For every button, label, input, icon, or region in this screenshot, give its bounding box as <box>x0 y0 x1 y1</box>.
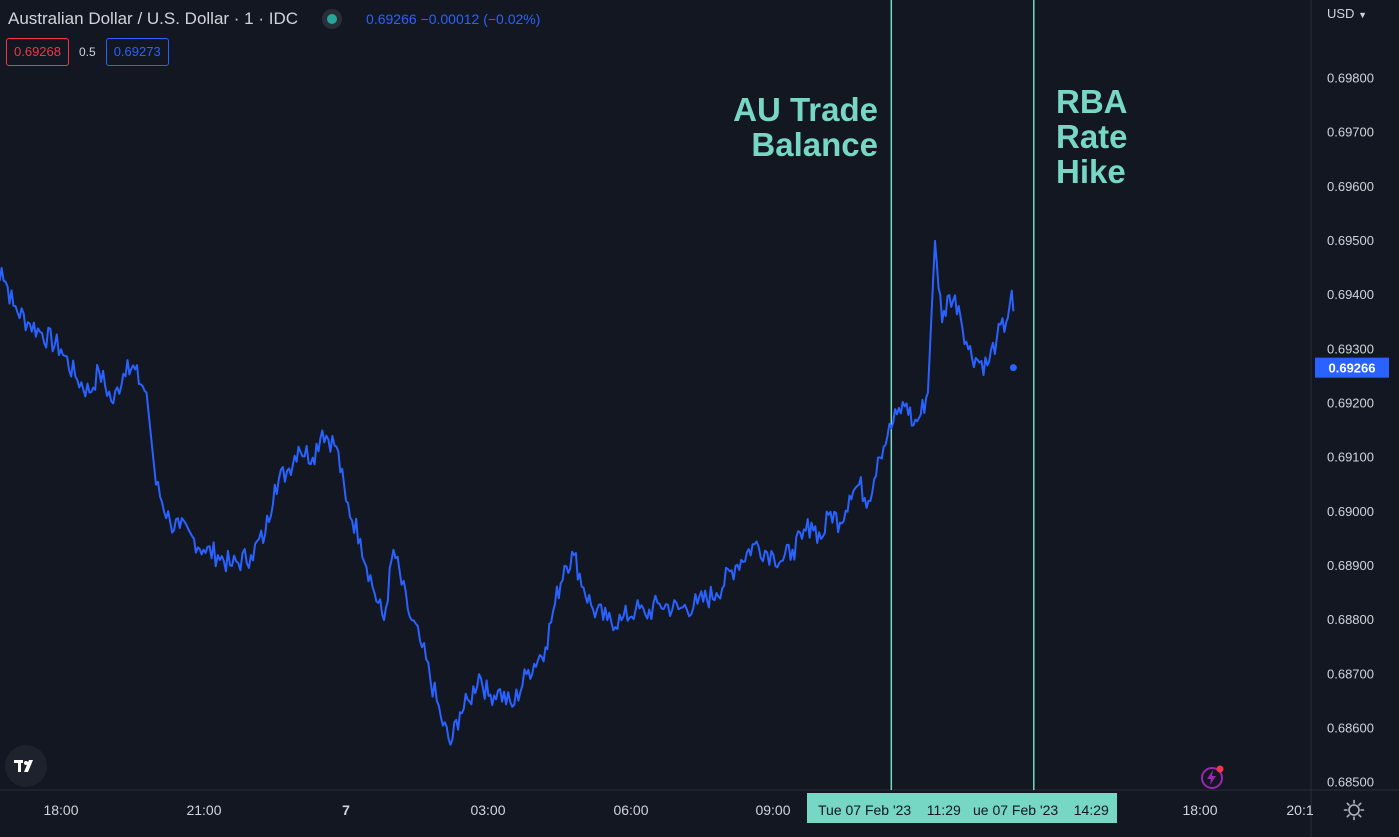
x-tick-label: 03:00 <box>470 802 505 818</box>
price-change: 0.69266 −0.00012 (−0.02%) <box>366 11 541 27</box>
quote-row: 0.69268 0.5 0.69273 <box>6 38 169 66</box>
event-label-line: Hike <box>1056 153 1126 190</box>
event-label-line: Balance <box>751 126 878 163</box>
y-tick-label: 0.69700 <box>1327 125 1374 140</box>
x-tick-label: 09:00 <box>755 802 790 818</box>
y-tick-label: 0.69800 <box>1327 70 1374 85</box>
x-tick-label: 18:00 <box>43 802 78 818</box>
crosshair-time-label: Tue 07 Feb '23 11:29 <box>818 802 961 818</box>
y-tick-label: 0.69000 <box>1327 504 1374 519</box>
y-tick-label: 0.69400 <box>1327 287 1374 302</box>
y-tick-label: 0.69100 <box>1327 450 1374 465</box>
crosshair-time-badge <box>962 793 1117 823</box>
y-tick-label: 0.68900 <box>1327 558 1374 573</box>
y-tick-label: 0.69300 <box>1327 341 1374 356</box>
chevron-down-icon: ▼ <box>1358 10 1367 20</box>
x-tick-label: 18:00 <box>1182 802 1217 818</box>
y-tick-label: 0.68500 <box>1327 775 1374 790</box>
currency-label: USD <box>1327 6 1355 21</box>
last-price-dot <box>1009 364 1017 372</box>
symbol-title[interactable]: Australian Dollar / U.S. Dollar · 1 · ID… <box>8 9 299 28</box>
event-label-rba-rate-hike: RBA Rate Hike <box>1056 84 1128 189</box>
last-price-badge <box>1315 357 1389 378</box>
y-tick-label: 0.69200 <box>1327 395 1374 410</box>
crosshair-time-badge <box>807 793 970 823</box>
sell-price-button[interactable]: 0.69268 <box>6 38 69 66</box>
y-tick-label: 0.68700 <box>1327 666 1374 681</box>
currency-selector[interactable]: USD ▼ <box>1327 6 1367 21</box>
x-tick-label: 20:1 <box>1286 802 1313 818</box>
event-label-au-trade-balance: AU Trade Balance <box>700 92 878 162</box>
event-label-line: RBA <box>1056 83 1128 120</box>
chart-header: Australian Dollar / U.S. Dollar · 1 · ID… <box>8 8 540 30</box>
event-label-line: AU Trade <box>733 91 878 128</box>
y-tick-label: 0.69600 <box>1327 179 1374 194</box>
spread-value: 0.5 <box>79 45 96 59</box>
lightning-icon[interactable] <box>1199 764 1225 790</box>
buy-price-button[interactable]: 0.69273 <box>105 38 169 66</box>
market-status-icon[interactable] <box>322 9 343 29</box>
x-tick-label: 06:00 <box>613 802 648 818</box>
y-tick-label: 0.68800 <box>1327 612 1374 627</box>
x-tick-label: 7 <box>342 802 350 818</box>
y-tick-label: 0.68600 <box>1327 720 1374 735</box>
y-tick-label: 0.69500 <box>1327 233 1374 248</box>
price-series-line <box>0 239 1015 746</box>
settings-gear-icon[interactable] <box>1343 799 1365 821</box>
x-tick-label: 21:00 <box>186 802 221 818</box>
tradingview-logo-icon[interactable] <box>5 745 47 787</box>
event-label-line: Rate <box>1056 118 1128 155</box>
crosshair-time-label: ue 07 Feb '23 14:29 <box>973 802 1109 818</box>
last-price-label: 0.69266 <box>1329 361 1376 376</box>
